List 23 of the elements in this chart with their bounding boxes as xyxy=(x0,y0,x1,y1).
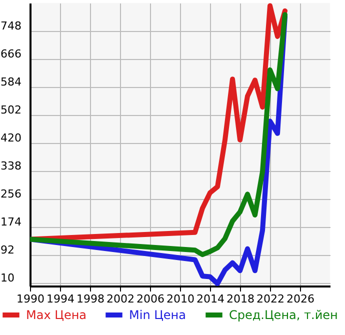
y-tick-label: 92 xyxy=(0,243,14,256)
x-tick-label: 2010 xyxy=(166,292,194,306)
y-tick-label: 174 xyxy=(0,215,22,228)
y-tick-label: 584 xyxy=(0,75,22,88)
x-tick-label: 1998 xyxy=(76,292,104,306)
legend-label: Сред.Цена, т.йен xyxy=(229,308,338,322)
x-tick-label: 2018 xyxy=(226,292,254,306)
y-tick-label: 256 xyxy=(0,187,22,200)
x-tick-label: 2006 xyxy=(136,292,164,306)
y-tick-label: 502 xyxy=(0,103,22,116)
y-tick-label: 748 xyxy=(0,19,22,32)
x-tick-label: 2014 xyxy=(196,292,224,306)
x-tick-label: 2002 xyxy=(106,292,134,306)
x-tick-label: 1994 xyxy=(46,292,74,306)
y-tick-label: 420 xyxy=(0,131,22,144)
y-tick-label: 338 xyxy=(0,159,22,172)
x-tick-label: 2026 xyxy=(286,292,314,306)
x-tick-label: 1990 xyxy=(16,292,44,306)
x-tick-label: 2022 xyxy=(256,292,284,306)
y-tick-label: 10 xyxy=(0,271,14,284)
y-tick-label: 666 xyxy=(0,47,22,60)
legend-label: Max Цена xyxy=(26,308,87,322)
legend-label: Min Цена xyxy=(129,308,186,322)
